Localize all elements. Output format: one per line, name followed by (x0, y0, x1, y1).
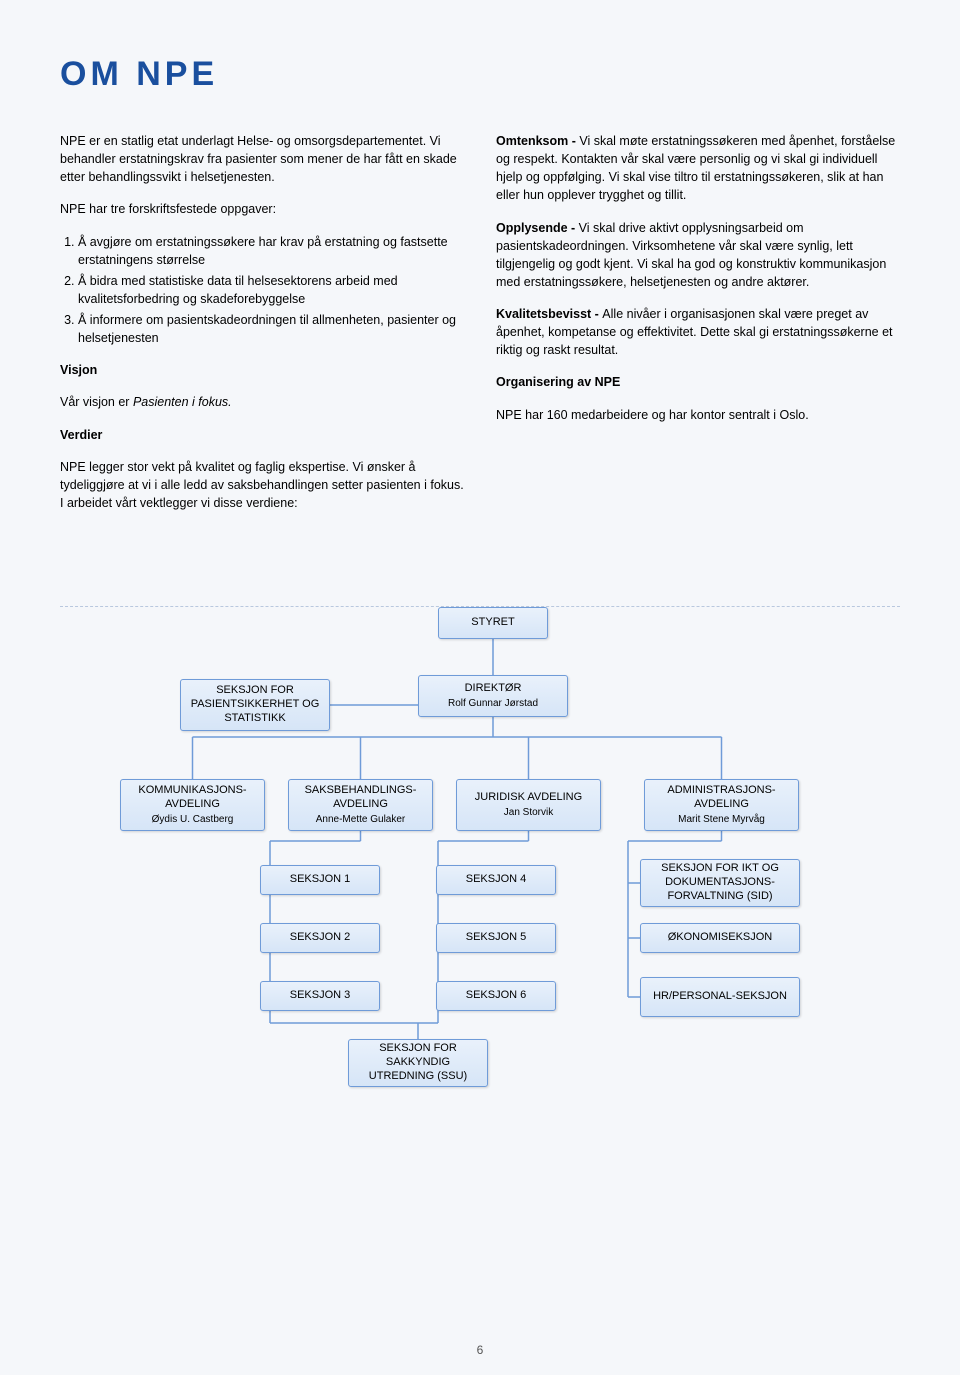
org-text: NPE har 160 medarbeidere og har kontor s… (496, 406, 900, 424)
task-3: Å informere om pasientskadeordningen til… (78, 311, 464, 347)
page-title: OM NPE (60, 55, 900, 94)
intro-p1: NPE er en statlig etat underlagt Helse- … (60, 132, 464, 186)
page-number: 6 (0, 1343, 960, 1357)
org-node-komm: KOMMUNIKASJONS-AVDELINGØydis U. Castberg (120, 779, 265, 831)
intro-p2: NPE har tre forskriftsfestede oppgaver: (60, 200, 464, 218)
text-columns: NPE er en statlig etat underlagt Helse- … (60, 132, 900, 526)
visjon-a: Vår visjon er (60, 395, 133, 409)
task-list: Å avgjøre om erstatningssøkere har krav … (60, 233, 464, 348)
task-1: Å avgjøre om erstatningssøkere har krav … (78, 233, 464, 269)
visjon-text: Vår visjon er Pasienten i fokus. (60, 393, 464, 411)
omtenksom-p: Omtenksom - Vi skal møte erstatningssøke… (496, 132, 900, 205)
org-node-oko: ØKONOMISEKSJON (640, 923, 800, 953)
org-node-s4: SEKSJON 4 (436, 865, 556, 895)
visjon-b: Pasienten i fokus. (133, 395, 232, 409)
right-column: Omtenksom - Vi skal møte erstatningssøke… (496, 132, 900, 526)
org-node-s2: SEKSJON 2 (260, 923, 380, 953)
org-chart: STYRET DIREKTØRRolf Gunnar Jørstad SEKSJON… (60, 606, 900, 1166)
org-node-ikt: SEKSJON FOR IKT OG DOKUMENTASJONS-FORVAL… (640, 859, 800, 907)
opplysende-label: Opplysende - (496, 221, 579, 235)
verdier-heading: Verdier (60, 426, 464, 444)
task-2: Å bidra med statistiske data til helsese… (78, 272, 464, 308)
org-node-s1: SEKSJON 1 (260, 865, 380, 895)
left-column: NPE er en statlig etat underlagt Helse- … (60, 132, 464, 526)
visjon-heading: Visjon (60, 361, 464, 379)
kvalitet-p: Kvalitetsbevisst - Alle nivåer i organis… (496, 305, 900, 359)
kvalitet-label: Kvalitetsbevisst - (496, 307, 602, 321)
org-node-s3: SEKSJON 3 (260, 981, 380, 1011)
omtenksom-label: Omtenksom - (496, 134, 579, 148)
org-node-s5: SEKSJON 5 (436, 923, 556, 953)
org-node-ssu: SEKSJON FOR SAKKYNDIG UTREDNING (SSU) (348, 1039, 488, 1087)
org-node-direktor: DIREKTØRRolf Gunnar Jørstad (418, 675, 568, 717)
org-node-hr: HR/PERSONAL-SEKSJON (640, 977, 800, 1017)
org-node-jur: JURIDISK AVDELINGJan Storvik (456, 779, 601, 831)
org-heading: Organisering av NPE (496, 373, 900, 391)
org-node-s6: SEKSJON 6 (436, 981, 556, 1011)
verdier-text: NPE legger stor vekt på kvalitet og fagl… (60, 458, 464, 512)
org-node-staff: SEKSJON FOR PASIENTSIKKERHET OG STATISTI… (180, 679, 330, 731)
org-node-saks: SAKSBEHANDLINGS-AVDELINGAnne-Mette Gulak… (288, 779, 433, 831)
org-node-styret: STYRET (438, 607, 548, 639)
opplysende-p: Opplysende - Vi skal drive aktivt opplys… (496, 219, 900, 292)
org-node-adm: ADMINISTRASJONS-AVDELINGMarit Stene Myrv… (644, 779, 799, 831)
